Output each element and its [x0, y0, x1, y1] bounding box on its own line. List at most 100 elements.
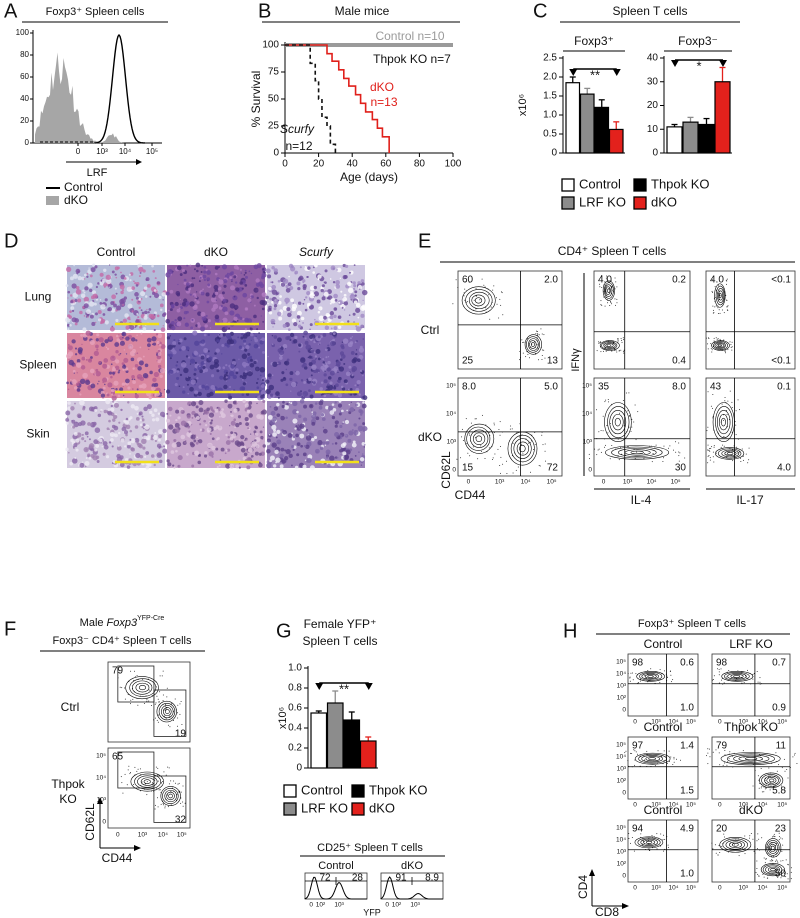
series-label: Thpok KO n=7: [373, 52, 451, 66]
tissue-texture: [127, 386, 130, 389]
tissue-texture: [137, 316, 139, 318]
tissue-texture: [114, 273, 116, 275]
flow-event: [771, 860, 772, 861]
tissue-texture: [167, 462, 171, 466]
tissue-texture: [160, 303, 164, 307]
tissue-texture: [86, 309, 91, 314]
tissue-texture: [177, 284, 178, 285]
flow-event: [782, 838, 783, 839]
flow-event: [716, 853, 717, 854]
tissue-texture: [121, 438, 125, 442]
tissue-texture: [328, 314, 330, 316]
tissue-texture: [280, 464, 284, 468]
x-tick-label: 10⁴: [668, 885, 678, 892]
flow-event: [711, 352, 712, 353]
tissue-texture: [160, 368, 165, 373]
tissue-texture: [171, 326, 175, 330]
tissue-texture: [254, 264, 259, 269]
tissue-texture: [295, 371, 300, 376]
tissue-texture: [101, 393, 105, 397]
flow-event: [670, 671, 671, 672]
tissue-texture: [290, 333, 294, 337]
tissue-texture: [298, 301, 301, 304]
flow-event: [600, 351, 601, 352]
tissue-texture: [289, 378, 292, 381]
tissue-texture: [98, 414, 101, 417]
flow-event: [543, 350, 544, 351]
tissue-texture: [201, 265, 203, 267]
tissue-texture: [108, 420, 111, 423]
tissue-texture: [112, 356, 114, 358]
flow-event: [716, 453, 717, 454]
flow-event: [604, 401, 605, 402]
tissue-texture: [87, 316, 89, 318]
tissue-texture: [76, 289, 82, 295]
flow-event: [712, 349, 713, 350]
flow-event: [169, 767, 170, 768]
flow-event: [152, 695, 153, 696]
flow-event: [664, 750, 665, 751]
flow-event: [627, 760, 628, 761]
tissue-texture: [231, 279, 233, 281]
tissue-texture: [77, 298, 81, 302]
tissue-texture: [152, 378, 156, 382]
tissue-texture: [315, 355, 317, 357]
flow-event: [735, 425, 736, 426]
tissue-texture: [224, 311, 228, 315]
flow-event: [175, 698, 176, 699]
flow-event: [129, 773, 130, 774]
quadrant-value: 1.0: [680, 869, 694, 880]
tissue-texture: [344, 294, 347, 297]
tissue-texture: [292, 401, 297, 406]
tissue-texture: [251, 340, 252, 341]
x-tick-label: 10⁴: [158, 832, 168, 839]
flow-event: [708, 456, 709, 457]
series-label: Control n=10: [375, 29, 444, 43]
tissue-texture: [260, 436, 263, 439]
tissue-texture: [134, 406, 139, 411]
legend-label: dKO: [369, 800, 395, 815]
flow-event: [148, 701, 149, 702]
y-tick-label: 10⁵: [616, 659, 626, 666]
tissue-texture: [126, 418, 129, 421]
flow-event: [523, 342, 524, 343]
flow-event: [709, 749, 710, 750]
tissue-texture: [348, 366, 351, 369]
arrow-head: [719, 60, 727, 67]
tissue-texture: [298, 343, 301, 346]
flow-event: [502, 314, 503, 315]
tissue-texture: [115, 288, 117, 290]
flow-event: [712, 680, 713, 681]
y-tick-label: 10⁴: [446, 411, 456, 418]
tissue-texture: [105, 399, 110, 404]
tissue-texture: [103, 269, 106, 272]
tissue-texture: [303, 286, 307, 290]
flow-event: [758, 839, 759, 840]
tissue-texture: [270, 394, 273, 397]
tissue-texture: [300, 445, 303, 448]
tissue-texture: [210, 327, 211, 328]
tissue-texture: [197, 324, 200, 327]
tissue-texture: [211, 374, 214, 377]
tissue-texture: [229, 425, 230, 426]
tissue-texture: [197, 440, 199, 442]
tissue-texture: [293, 449, 295, 451]
tissue-texture: [196, 291, 197, 292]
quadrant-value: 13: [547, 356, 559, 367]
tissue-texture: [102, 279, 106, 283]
flow-event: [713, 310, 714, 311]
tissue-texture: [120, 285, 125, 290]
tissue-texture: [116, 293, 118, 295]
flow-event: [156, 767, 157, 768]
tissue-texture: [362, 401, 365, 404]
flow-event: [742, 449, 743, 450]
tissue-texture: [68, 389, 70, 391]
tissue-texture: [137, 388, 139, 390]
tissue-texture: [139, 307, 141, 309]
flow-event: [756, 840, 757, 841]
tissue-texture: [127, 287, 132, 292]
flow-event: [130, 700, 131, 701]
flow-event: [589, 454, 590, 455]
tissue-texture: [82, 289, 84, 291]
